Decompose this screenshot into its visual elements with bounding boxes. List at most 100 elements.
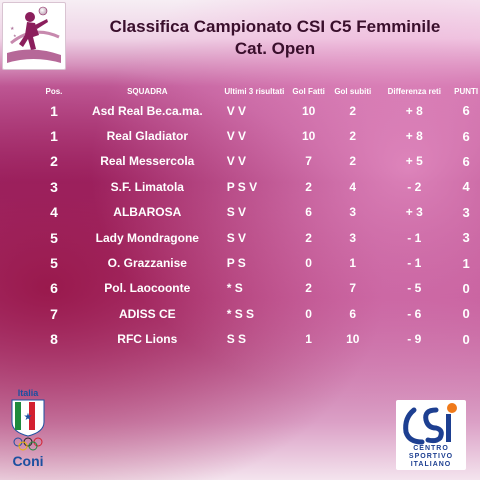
row-points: 0 bbox=[462, 280, 470, 296]
row-goals-for: 7 bbox=[305, 154, 312, 169]
row-position: 1 bbox=[50, 128, 58, 145]
row-goal-difference: + 8 bbox=[405, 103, 423, 118]
coni-logo: Italia ★ Coni bbox=[6, 386, 50, 470]
header-goal-difference: Differenza reti bbox=[387, 86, 441, 96]
row-goal-difference: - 5 bbox=[407, 281, 422, 296]
row-goals-for: 10 bbox=[301, 103, 316, 118]
row-goals-against: 3 bbox=[349, 205, 357, 220]
row-goal-difference: + 8 bbox=[405, 129, 423, 144]
row-position: 6 bbox=[50, 280, 58, 297]
csi-text-line-3: ITALIANO bbox=[411, 461, 452, 468]
table-row: 7 ADISS CE * S S 0 6 - 6 0 bbox=[34, 301, 480, 326]
row-goals-for: 2 bbox=[305, 281, 312, 296]
header-points: PUNTI bbox=[454, 86, 479, 96]
row-position: 1 bbox=[50, 102, 58, 119]
row-team-name: Pol. Laocoonte bbox=[104, 281, 191, 296]
table-row: 3 S.F. Limatola P S V 2 4 - 2 4 bbox=[34, 174, 480, 199]
header-pos: Pos. bbox=[45, 86, 63, 96]
row-goals-against: 2 bbox=[349, 154, 357, 169]
row-goals-against: 1 bbox=[349, 256, 357, 271]
row-goals-for: 0 bbox=[305, 256, 312, 271]
row-last-results: * S S bbox=[226, 306, 255, 321]
title-line-1: Classifica Campionato CSI C5 Femminile bbox=[109, 17, 441, 36]
row-last-results: P S V bbox=[226, 179, 258, 194]
row-goals-against: 10 bbox=[346, 332, 360, 347]
row-last-results: P S bbox=[226, 256, 246, 271]
row-position: 5 bbox=[50, 229, 58, 246]
page-title: Classifica Campionato CSI C5 Femminile C… bbox=[70, 16, 480, 60]
svg-text:★: ★ bbox=[13, 33, 17, 38]
row-points: 1 bbox=[462, 255, 470, 271]
row-goals-against: 6 bbox=[349, 306, 357, 321]
coni-emblem-icon: Italia ★ Coni bbox=[11, 388, 45, 469]
coni-top-text: Italia bbox=[18, 388, 40, 398]
row-position: 7 bbox=[50, 305, 58, 322]
header-goals-for: Gol Fatti bbox=[292, 86, 325, 96]
row-goal-difference: - 6 bbox=[407, 306, 422, 321]
row-team-name: ALBAROSA bbox=[113, 205, 182, 220]
row-last-results: * S bbox=[226, 281, 243, 296]
header-team: SQUADRA bbox=[127, 86, 168, 96]
coni-bottom-text: Coni bbox=[12, 453, 43, 469]
row-points: 0 bbox=[462, 331, 470, 347]
table-row: 1 Asd Real Be.ca.ma. V V 10 2 + 8 6 bbox=[34, 98, 480, 123]
row-goals-against: 7 bbox=[349, 281, 357, 296]
player-silhouette-icon: ★ ★ bbox=[7, 6, 61, 63]
row-goals-for: 2 bbox=[305, 179, 312, 194]
row-team-name: Real Gladiator bbox=[106, 129, 188, 144]
row-team-name: ADISS CE bbox=[118, 306, 176, 321]
row-position: 4 bbox=[50, 204, 58, 221]
row-goal-difference: - 1 bbox=[407, 230, 422, 245]
row-team-name: Asd Real Be.ca.ma. bbox=[91, 103, 203, 118]
row-points: 6 bbox=[462, 153, 470, 169]
row-goals-for: 10 bbox=[301, 129, 316, 144]
row-points: 6 bbox=[462, 128, 470, 144]
row-goals-against: 2 bbox=[349, 129, 357, 144]
row-goals-against: 2 bbox=[349, 103, 357, 118]
table-header-row: Pos. SQUADRA Ultimi 3 risultati Gol Fatt… bbox=[34, 84, 480, 98]
row-goals-against: 4 bbox=[349, 179, 357, 194]
svg-text:★: ★ bbox=[10, 26, 15, 32]
row-points: 3 bbox=[462, 230, 470, 246]
row-team-name: S.F. Limatola bbox=[110, 179, 184, 194]
row-points: 3 bbox=[462, 204, 470, 220]
row-last-results: S V bbox=[226, 205, 247, 220]
row-goal-difference: - 9 bbox=[407, 332, 422, 347]
table-row: 4 ALBAROSA S V 6 3 + 3 3 bbox=[34, 200, 480, 225]
csi-text-line-1: CENTRO bbox=[413, 445, 449, 452]
csi-logo: CENTRO SPORTIVO ITALIANO bbox=[396, 400, 466, 470]
row-position: 5 bbox=[50, 255, 58, 272]
row-last-results: V V bbox=[226, 129, 247, 144]
row-goal-difference: - 2 bbox=[407, 179, 422, 194]
row-goals-for: 0 bbox=[305, 306, 312, 321]
header-last3: Ultimi 3 risultati bbox=[224, 86, 285, 96]
row-position: 8 bbox=[50, 331, 58, 348]
womens-football-logo: ★ ★ bbox=[2, 2, 66, 70]
row-team-name: RFC Lions bbox=[117, 332, 178, 347]
row-points: 6 bbox=[462, 103, 470, 119]
row-points: 4 bbox=[462, 179, 470, 195]
row-last-results: V V bbox=[226, 103, 247, 118]
table-row: 1 Real Gladiator V V 10 2 + 8 6 bbox=[34, 123, 480, 148]
row-goal-difference: - 1 bbox=[407, 256, 422, 271]
table-row: 2 Real Messercola V V 7 2 + 5 6 bbox=[34, 149, 480, 174]
row-goals-against: 3 bbox=[349, 230, 357, 245]
row-points: 0 bbox=[462, 306, 470, 322]
row-last-results: V V bbox=[226, 154, 247, 169]
row-team-name: O. Grazzanise bbox=[107, 256, 187, 271]
standings-table: Pos. SQUADRA Ultimi 3 risultati Gol Fatt… bbox=[34, 84, 480, 352]
row-position: 3 bbox=[50, 178, 58, 195]
row-goals-for: 6 bbox=[305, 205, 312, 220]
header-goals-against: Gol subiti bbox=[334, 86, 372, 96]
row-last-results: S V bbox=[226, 230, 247, 245]
title-line-2: Cat. Open bbox=[234, 39, 316, 58]
svg-text:★: ★ bbox=[24, 412, 33, 423]
row-goal-difference: + 5 bbox=[405, 154, 423, 169]
csi-text-line-2: SPORTIVO bbox=[409, 453, 453, 460]
row-team-name: Lady Mondragone bbox=[95, 230, 199, 245]
row-goals-for: 2 bbox=[305, 230, 312, 245]
row-position: 2 bbox=[50, 153, 58, 170]
table-row: 8 RFC Lions S S 1 10 - 9 0 bbox=[34, 327, 480, 352]
csi-emblem-icon: CENTRO SPORTIVO ITALIANO bbox=[403, 403, 457, 468]
table-row: 6 Pol. Laocoonte * S 2 7 - 5 0 bbox=[34, 276, 480, 301]
